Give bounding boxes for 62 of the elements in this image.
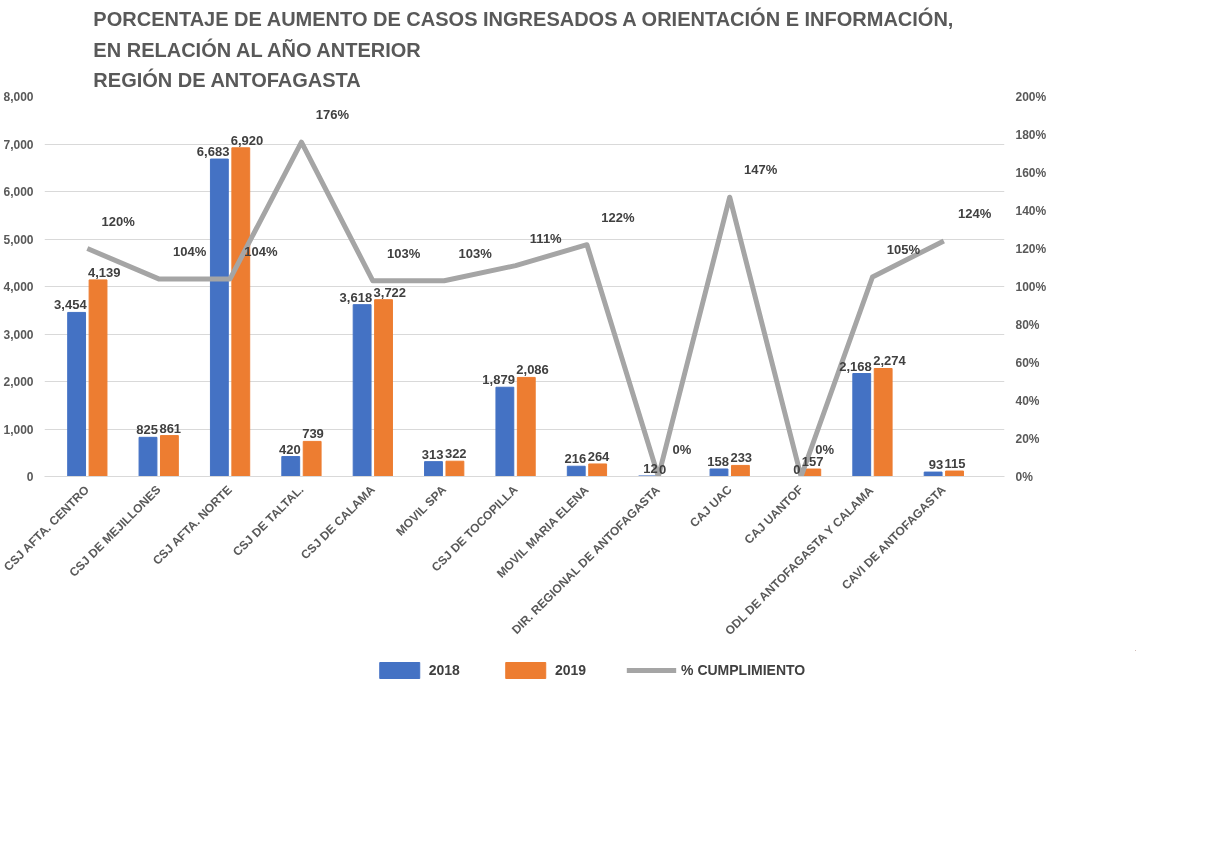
y2-tick-label: 160% (1015, 165, 1047, 180)
data-label: 12 (643, 460, 658, 476)
data-label: 2,168 (839, 358, 872, 374)
y-tick-label: 7,000 (3, 137, 34, 152)
y2-tick-label: 120% (1015, 241, 1047, 256)
data-label: 4,139 (88, 264, 121, 280)
data-label: 0 (793, 461, 801, 477)
data-label: 103% (387, 245, 421, 261)
data-label: 6,683 (196, 144, 230, 160)
y2-tick-label: 0% (1015, 469, 1034, 484)
legend-label: 2019 (554, 662, 587, 678)
y2-tick-label: 140% (1015, 203, 1047, 218)
data-label: 103% (458, 245, 493, 261)
data-label: 93 (928, 457, 944, 473)
data-label: 124% (958, 205, 992, 221)
data-label: 0% (815, 441, 835, 457)
y-tick-label: 4,000 (3, 280, 34, 294)
y2-tick-label: 200% (1015, 89, 1047, 104)
y-tick-label: 3,000 (3, 327, 34, 342)
data-label: 322 (444, 446, 467, 462)
data-label: 6,920 (230, 132, 264, 148)
y-tick-label: 1,000 (3, 422, 34, 437)
data-label: 313 (421, 446, 444, 462)
chart-title: PORCENTAJE DE AUMENTO DE CASOS INGRESADOS A ORIENTACIÓN E INFORMACIÓN, EN RELACIÓN AL AÑO ANTERIOR REGIÓN DE ANTOFAGASTA (93, 6, 954, 92)
data-label: 122% (601, 209, 635, 225)
data-label: 2,086 (516, 362, 549, 378)
y-tick-label: 2,000 (3, 375, 34, 389)
data-label: 233 (730, 450, 753, 466)
y-tick-label: 8,000 (3, 90, 34, 104)
data-label: 104% (172, 243, 207, 259)
data-label: 216 (564, 451, 587, 467)
y-tick-label: 0 (26, 470, 34, 484)
y2-tick-label: 60% (1015, 355, 1040, 370)
y-tick-label: 6,000 (3, 185, 34, 199)
data-label: 115 (944, 456, 966, 472)
y2-tick-label: 100% (1015, 279, 1047, 294)
data-label: 0% (672, 441, 692, 457)
data-label: 105% (886, 242, 921, 257)
data-label: 264 (587, 448, 611, 464)
legend-label: 2018 (428, 662, 460, 678)
data-label: 157 (801, 454, 824, 470)
y2-tick-label: 180% (1015, 127, 1047, 142)
data-label: 158 (707, 453, 730, 469)
data-label: 2,274 (873, 353, 907, 369)
y-tick-label: 5,000 (3, 232, 34, 247)
data-label: 147% (743, 162, 778, 178)
data-label: 120% (101, 213, 136, 229)
data-label: 111% (529, 230, 563, 246)
data-label: 3,618 (339, 289, 373, 305)
data-label: 739 (302, 426, 324, 442)
data-label: 176% (315, 107, 350, 123)
y2-tick-label: 40% (1015, 393, 1040, 408)
data-label: 3,454 (54, 297, 88, 313)
data-label: 825 (136, 422, 159, 438)
data-label: 3,722 (373, 284, 407, 300)
data-label: 0 (659, 461, 667, 477)
data-label: 420 (279, 441, 301, 457)
legend-label: % CUMPLIMIENTO (681, 662, 806, 678)
data-label: 861 (159, 420, 182, 436)
y2-tick-label: 80% (1015, 317, 1040, 332)
data-label: 1,879 (482, 372, 515, 388)
y2-tick-label: 20% (1015, 431, 1040, 446)
